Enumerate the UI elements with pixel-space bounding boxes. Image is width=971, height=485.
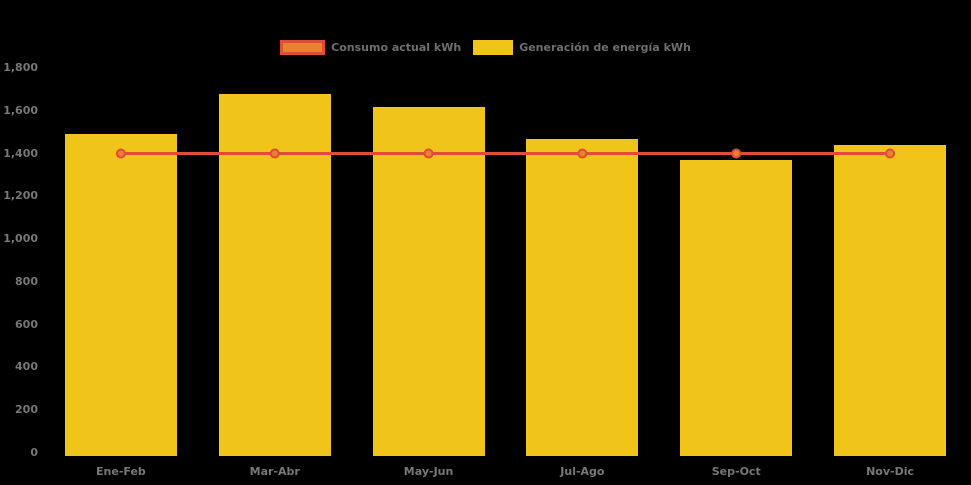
y-tick-label: 800	[15, 274, 38, 288]
legend-item-generacion[interactable]: Generación de energía kWh	[473, 40, 691, 55]
consumo-line-swatch-icon	[280, 40, 326, 55]
x-tick-label: Jul-Ago	[560, 465, 605, 478]
legend-label-generacion: Generación de energía kWh	[519, 41, 691, 54]
y-tick-label: 1,000	[3, 232, 38, 246]
y-tick-label: 200	[15, 403, 38, 417]
y-tick-label: 1,600	[3, 103, 38, 117]
consumo-point	[731, 148, 742, 159]
legend: Consumo actual kWh Generación de energía…	[0, 40, 971, 55]
y-tick-label: 400	[15, 360, 38, 374]
legend-label-consumo: Consumo actual kWh	[331, 41, 462, 54]
y-tick-label: 1,400	[3, 146, 38, 160]
bar-generacion	[218, 93, 331, 456]
x-tick-label: Mar-Abr	[249, 465, 300, 478]
bar-generacion	[372, 106, 485, 456]
bar-generacion	[64, 134, 177, 456]
x-tick-label: Ene-Feb	[96, 465, 146, 478]
x-tick-label: Nov-Dic	[866, 465, 915, 478]
y-tick-label: 1,200	[3, 189, 38, 203]
x-tick-label: May-Jun	[403, 465, 454, 478]
x-tick-label: Sep-Oct	[711, 465, 761, 478]
y-tick-label: 0	[30, 446, 38, 459]
bar-generacion	[526, 138, 639, 456]
y-tick-label: 1,800	[3, 61, 38, 74]
generacion-bar-swatch-icon	[473, 40, 514, 55]
legend-item-consumo-actual[interactable]: Consumo actual kWh	[280, 40, 461, 55]
bar-generacion	[834, 145, 947, 456]
bar-generacion	[680, 159, 793, 456]
y-tick-label: 600	[15, 317, 38, 331]
